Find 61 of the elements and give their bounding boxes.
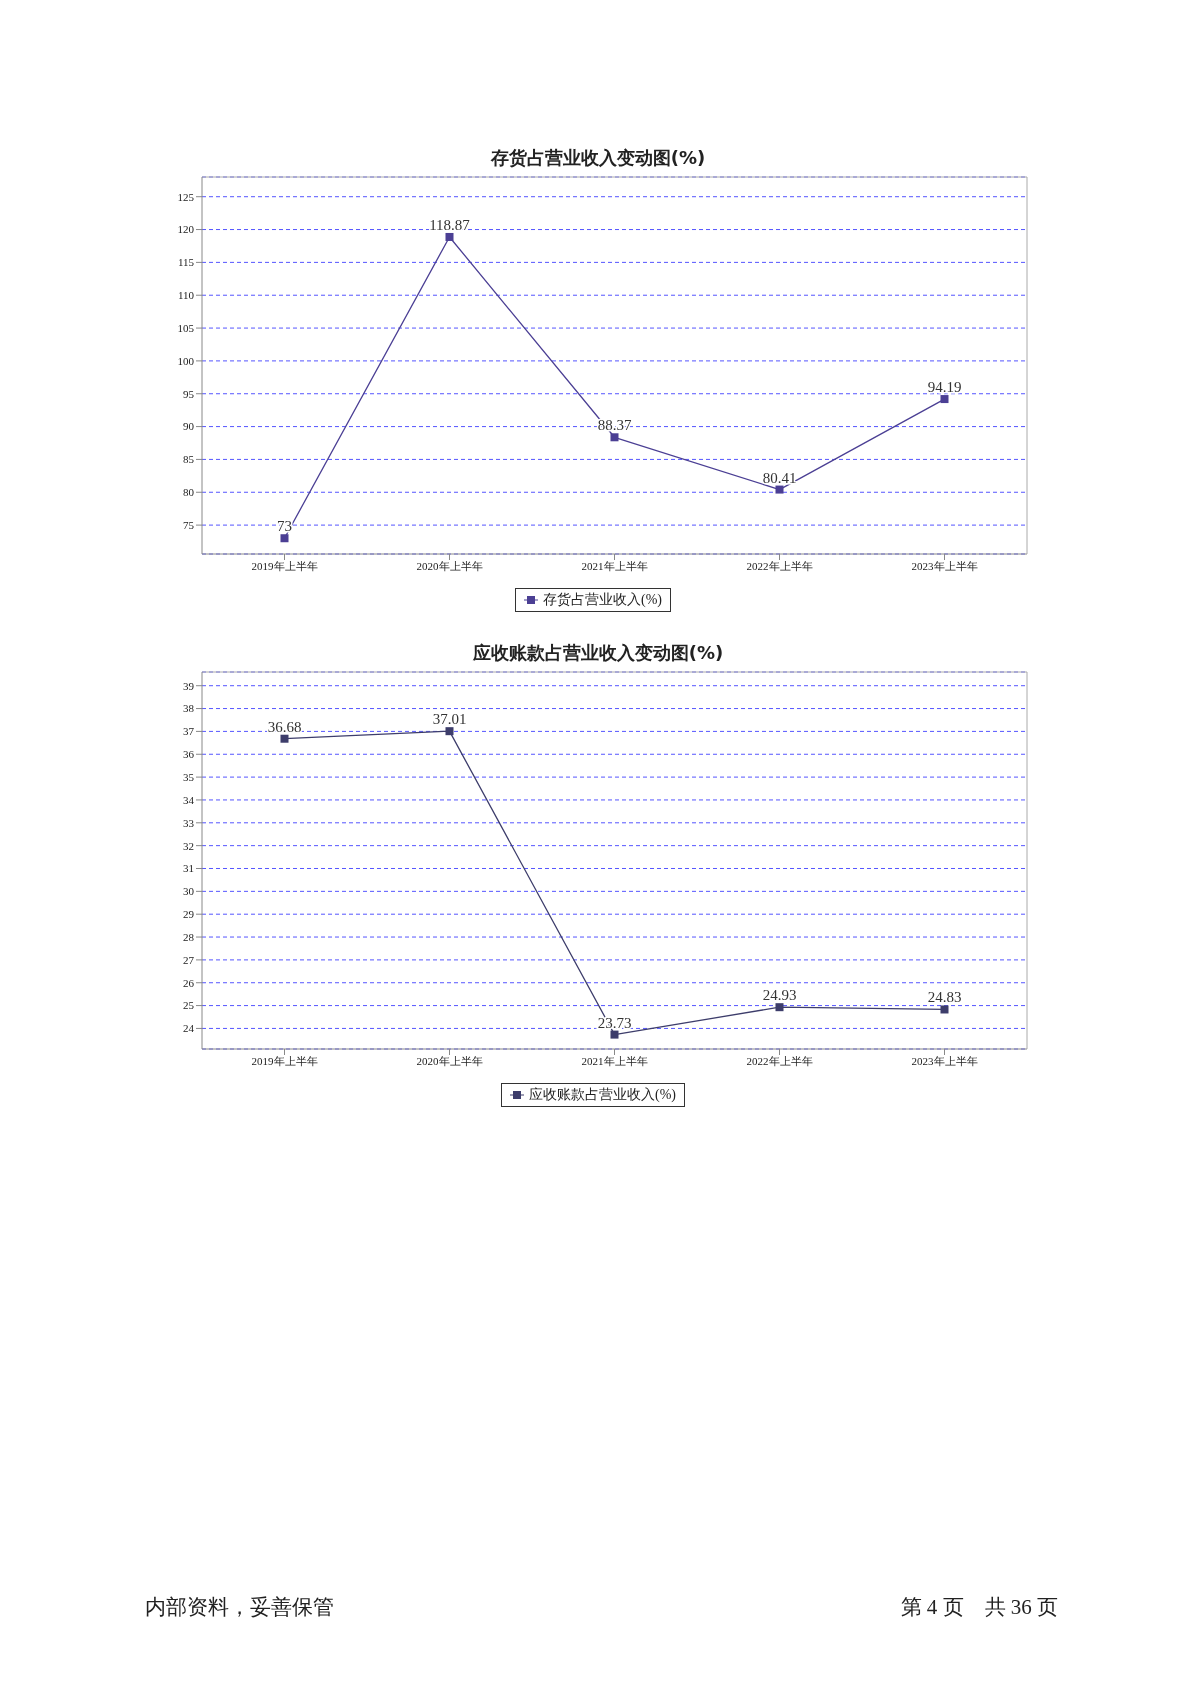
point [940, 395, 949, 404]
x-tick-label: 2020年上半年 [416, 1054, 483, 1067]
y-tick-label: 95 [183, 387, 195, 400]
y-tick-label: 29 [183, 908, 195, 921]
data-label: 73 [277, 518, 292, 535]
point [445, 727, 454, 736]
text: 内部资料，妥善保管 [145, 1594, 334, 1621]
y-tick-label: 39 [183, 679, 195, 692]
data-label: 37.01 [432, 711, 467, 728]
y-tick-label: 31 [183, 862, 194, 875]
legend-label: 存货占营业收入(%) [543, 591, 662, 609]
y-tick-label: 120 [177, 223, 195, 236]
y-tick-label: 38 [183, 702, 195, 715]
point [280, 734, 289, 743]
y-tick-label: 33 [183, 816, 195, 829]
y-tick-label: 24 [183, 1022, 195, 1035]
chart-title: 应收账款占营业收入变动图(%) [471, 641, 725, 665]
y-tick-label: 90 [183, 420, 195, 433]
chart-title: 存货占营业收入变动图(%) [489, 146, 707, 170]
y-tick-label: 25 [183, 999, 195, 1012]
data-label: 80.41 [762, 469, 797, 486]
y-tick-label: 27 [183, 953, 195, 966]
y-tick-label: 36 [183, 748, 195, 761]
y-tick-label: 80 [183, 486, 195, 499]
data-label: 24.83 [927, 989, 962, 1006]
x-tick-label: 2019年上半年 [251, 1054, 318, 1067]
y-tick-label: 125 [177, 190, 195, 203]
y-tick-label: 100 [177, 354, 195, 367]
x-tick-label: 2021年上半年 [581, 559, 648, 572]
data-label: 118.87 [429, 216, 471, 233]
x-tick-label: 2021年上半年 [581, 1054, 648, 1067]
y-tick-label: 30 [183, 885, 195, 898]
y-tick-label: 110 [177, 289, 195, 302]
x-tick-label: 2023年上半年 [911, 1054, 978, 1067]
point [775, 1003, 784, 1012]
point [610, 1030, 619, 1039]
y-tick-label: 105 [177, 321, 195, 334]
y-tick-label: 28 [183, 930, 195, 943]
x-tick-label: 2022年上半年 [746, 559, 813, 572]
y-tick-label: 32 [183, 839, 194, 852]
y-tick-label: 75 [183, 519, 195, 532]
y-tick-label: 85 [183, 453, 195, 466]
point [775, 485, 784, 494]
data-label: 36.68 [267, 718, 302, 735]
point [445, 232, 454, 241]
data-label: 94.19 [927, 379, 962, 396]
point [610, 433, 619, 442]
y-tick-label: 34 [183, 793, 195, 806]
x-tick-label: 2019年上半年 [251, 559, 318, 572]
x-tick-label: 2022年上半年 [746, 1054, 813, 1067]
x-tick-label: 2020年上半年 [416, 559, 483, 572]
point [940, 1005, 949, 1014]
y-tick-label: 35 [183, 771, 195, 784]
y-tick-label: 115 [177, 256, 195, 269]
data-label: 24.93 [762, 987, 797, 1004]
x-tick-label: 2023年上半年 [911, 559, 978, 572]
y-tick-label: 37 [183, 725, 195, 738]
y-tick-label: 26 [183, 976, 195, 989]
text: 第 4 页 共 36 页 [900, 1594, 1058, 1621]
legend-label: 应收账款占营业收入(%) [529, 1086, 676, 1104]
point [280, 534, 289, 543]
